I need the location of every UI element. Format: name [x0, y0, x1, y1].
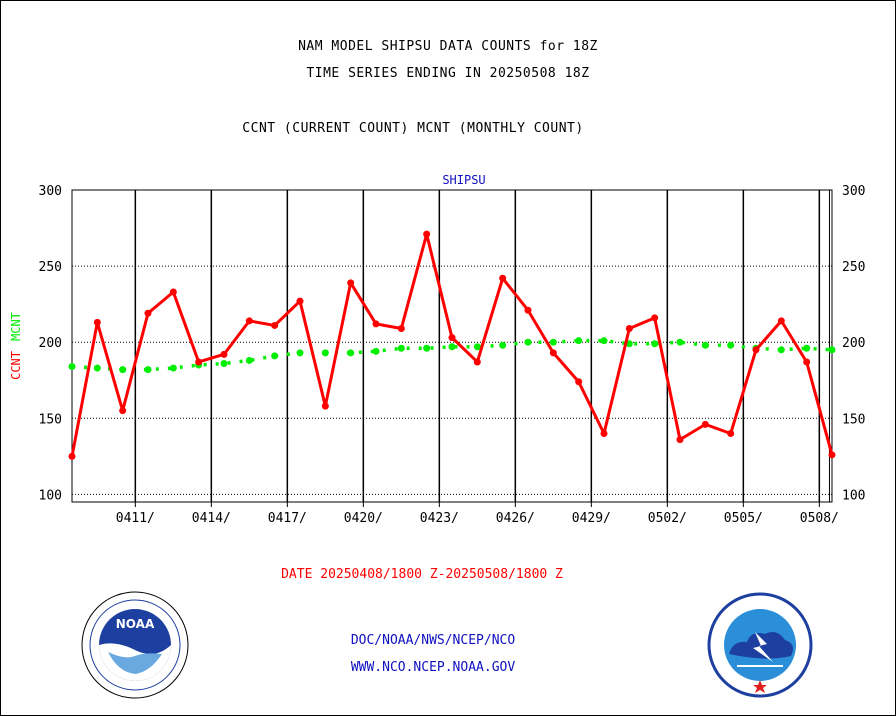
- point-mcnt-25: [701, 341, 709, 349]
- point-mcnt-16: [473, 343, 481, 351]
- point-mcnt-0: [68, 363, 76, 371]
- point-ccnt-21: [600, 430, 608, 438]
- y-tick-label-right-200: 200: [842, 336, 865, 351]
- y-tick-label-left-100: 100: [39, 488, 62, 503]
- point-mcnt-30: [828, 346, 836, 354]
- point-mcnt-29: [803, 344, 811, 352]
- y-tick-label-left-300: 300: [39, 184, 62, 199]
- point-ccnt-5: [195, 358, 203, 366]
- point-ccnt-23: [651, 314, 659, 322]
- point-ccnt-24: [676, 436, 684, 444]
- point-ccnt-10: [321, 402, 329, 410]
- y-tick-label-left-200: 200: [39, 336, 62, 351]
- point-ccnt-6: [220, 350, 228, 358]
- point-mcnt-10: [321, 349, 329, 357]
- x-tick-label-9: 0508/: [800, 511, 839, 526]
- x-tick-label-5: 0426/: [496, 511, 535, 526]
- y-axis-label: CCNT MCNT: [9, 312, 23, 380]
- y-axis-label-mcnt: MCNT: [9, 312, 23, 341]
- point-mcnt-18: [524, 338, 532, 346]
- x-tick-label-7: 0502/: [648, 511, 687, 526]
- x-tick-label-4: 0423/: [420, 511, 459, 526]
- point-mcnt-6: [220, 360, 228, 368]
- point-ccnt-13: [397, 324, 405, 332]
- y-tick-label-left-150: 150: [39, 412, 62, 427]
- x-tick-label-8: 0505/: [724, 511, 763, 526]
- point-ccnt-12: [372, 320, 380, 328]
- point-ccnt-18: [524, 306, 532, 314]
- plot-title: SHIPSU: [442, 173, 485, 187]
- point-mcnt-12: [372, 347, 380, 355]
- point-ccnt-22: [625, 324, 633, 332]
- x-tick-label-2: 0417/: [268, 511, 307, 526]
- x-tick-label-0: 0411/: [116, 511, 155, 526]
- point-ccnt-0: [68, 452, 76, 460]
- point-mcnt-15: [448, 343, 456, 351]
- point-mcnt-13: [397, 344, 405, 352]
- x-tick-label-6: 0429/: [572, 511, 611, 526]
- point-ccnt-8: [271, 321, 279, 329]
- point-mcnt-26: [727, 341, 735, 349]
- point-ccnt-25: [701, 420, 709, 428]
- y-tick-label-right-150: 150: [842, 412, 865, 427]
- point-ccnt-27: [752, 346, 760, 354]
- point-mcnt-7: [245, 356, 253, 364]
- point-mcnt-8: [271, 352, 279, 360]
- point-ccnt-20: [575, 378, 583, 386]
- y-tick-label-right-250: 250: [842, 260, 865, 275]
- chart-title-line-3: CCNT (CURRENT COUNT) MCNT (MONTHLY COUNT…: [242, 121, 584, 136]
- point-mcnt-23: [651, 340, 659, 348]
- point-ccnt-4: [169, 288, 177, 296]
- point-ccnt-26: [727, 430, 735, 438]
- noaa-logo: NOAA: [81, 591, 189, 699]
- point-mcnt-24: [676, 338, 684, 346]
- point-mcnt-2: [119, 366, 127, 374]
- point-ccnt-2: [119, 407, 127, 415]
- y-tick-label-right-100: 100: [842, 488, 865, 503]
- point-mcnt-3: [144, 366, 152, 374]
- point-ccnt-30: [828, 451, 836, 459]
- point-ccnt-29: [803, 358, 811, 366]
- chart-title-line-1: NAM MODEL SHIPSU DATA COUNTS for 18Z: [298, 39, 598, 54]
- point-ccnt-1: [93, 318, 101, 326]
- x-tick-label-1: 0414/: [192, 511, 231, 526]
- point-mcnt-14: [423, 344, 431, 352]
- point-mcnt-19: [549, 338, 557, 346]
- y-axis-label-ccnt: CCNT: [9, 351, 23, 380]
- point-ccnt-14: [423, 230, 431, 238]
- point-ccnt-16: [473, 358, 481, 366]
- point-mcnt-1: [93, 364, 101, 372]
- point-ccnt-7: [245, 317, 253, 325]
- point-ccnt-17: [499, 274, 507, 282]
- x-tick-label-3: 0420/: [344, 511, 383, 526]
- point-ccnt-9: [296, 297, 304, 305]
- time-series-chart: 100 100 150 150 200 200 250 250 300 300 0411/0414/…: [9, 173, 865, 582]
- point-ccnt-28: [777, 317, 785, 325]
- chart-title-line-2: TIME SERIES ENDING IN 20250508 18Z: [306, 66, 590, 81]
- point-ccnt-15: [448, 334, 456, 342]
- noaa-logo-text: NOAA: [116, 617, 155, 631]
- point-ccnt-11: [347, 279, 355, 287]
- point-ccnt-3: [144, 309, 152, 317]
- y-tick-label-left-250: 250: [39, 260, 62, 275]
- point-mcnt-20: [575, 337, 583, 345]
- y-tick-label-right-300: 300: [842, 184, 865, 199]
- credit-line-2: WWW.NCO.NCEP.NOAA.GOV: [350, 660, 516, 675]
- point-mcnt-28: [777, 346, 785, 354]
- point-mcnt-9: [296, 349, 304, 357]
- credit-line-1: DOC/NOAA/NWS/NCEP/NCO: [350, 633, 516, 648]
- point-mcnt-4: [169, 364, 177, 372]
- point-ccnt-19: [549, 349, 557, 357]
- point-mcnt-11: [347, 349, 355, 357]
- national-weather-service-logo: [707, 592, 813, 698]
- point-mcnt-17: [499, 341, 507, 349]
- x-axis-label: DATE 20250408/1800 Z-20250508/1800 Z: [281, 567, 563, 582]
- point-mcnt-21: [600, 337, 608, 345]
